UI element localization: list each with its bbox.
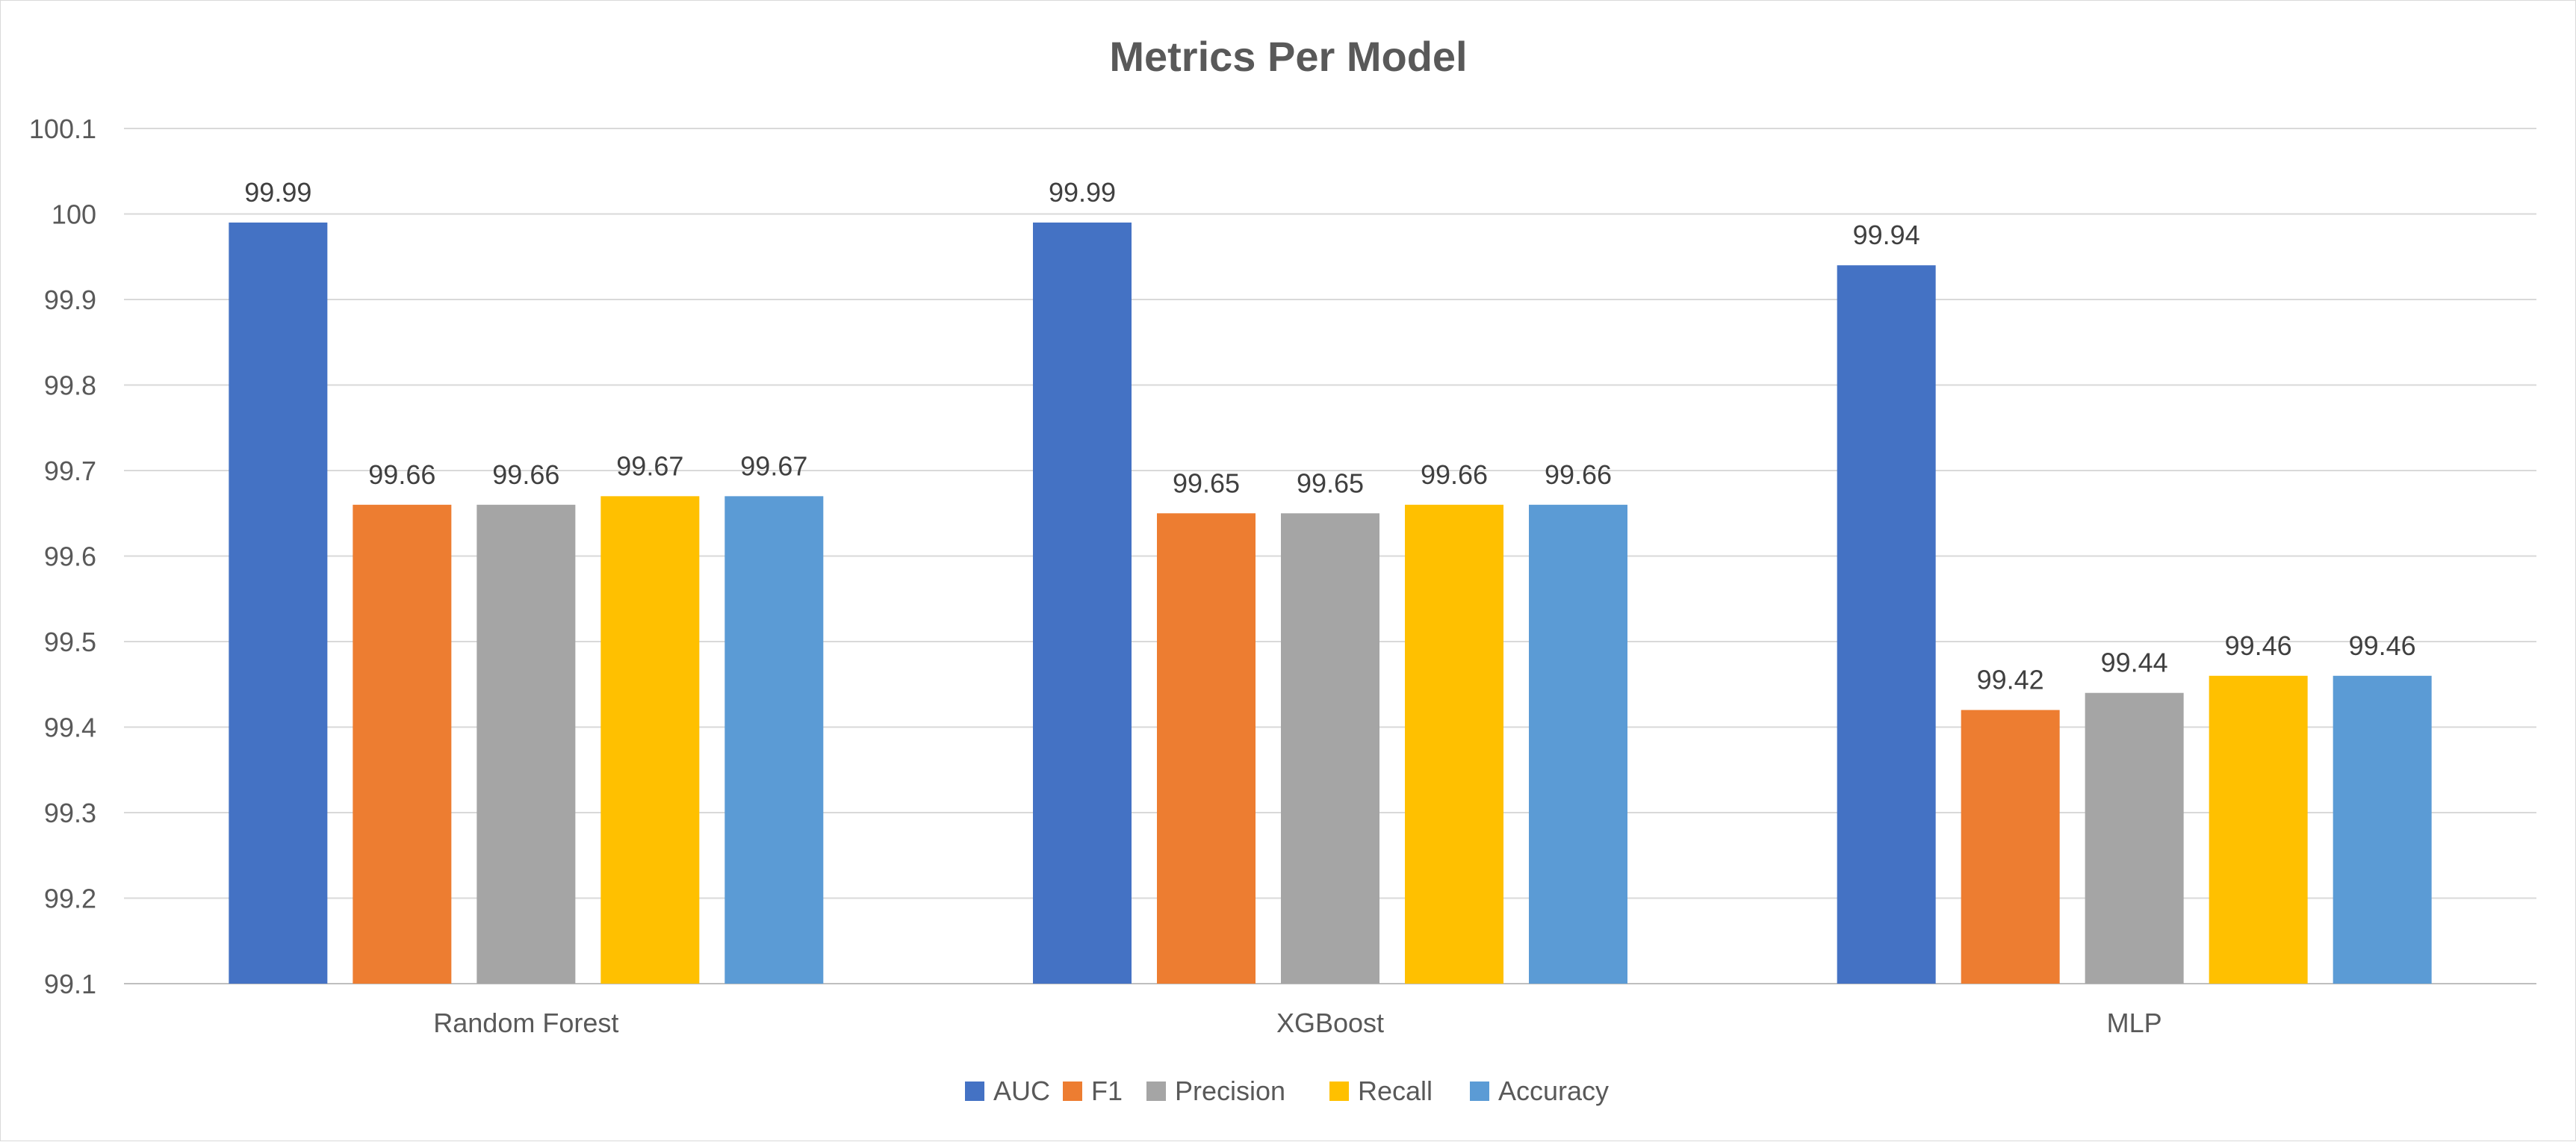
data-label: 99.66 [492, 459, 559, 490]
data-label: 99.94 [1853, 220, 1920, 250]
bar-recall [600, 496, 700, 984]
bar-accuracy [1529, 504, 1627, 984]
legend-swatch [1470, 1082, 1489, 1101]
x-category-label: MLP [2107, 1008, 2162, 1038]
data-label: 99.42 [1977, 665, 2044, 695]
data-label: 99.46 [2225, 630, 2292, 661]
legend-label: AUC [993, 1076, 1050, 1106]
y-tick-label: 99.9 [44, 285, 96, 315]
bar-recall [1405, 504, 1503, 984]
bar-precision [1281, 513, 1379, 984]
y-tick-label: 99.1 [44, 969, 96, 999]
chart-title: Metrics Per Model [1109, 33, 1467, 80]
y-tick-label: 99.5 [44, 627, 96, 657]
y-tick-label: 100.1 [29, 114, 96, 144]
bar-auc [1033, 222, 1132, 984]
data-label: 99.99 [244, 177, 311, 208]
legend-label: Accuracy [1498, 1076, 1609, 1106]
bars [229, 222, 2432, 984]
data-label: 99.66 [1421, 459, 1488, 490]
data-label: 99.99 [1049, 177, 1116, 208]
legend-swatch [1063, 1082, 1082, 1101]
bar-f1 [1157, 513, 1256, 984]
bar-f1 [353, 504, 452, 984]
y-axis-ticks: 99.1 99.2 99.3 99.4 99.5 99.6 99.7 99.8 99.9 100 1… [29, 114, 96, 999]
data-label: 99.46 [2349, 630, 2416, 661]
x-category-label: Random Forest [433, 1008, 618, 1038]
data-label: 99.66 [1545, 459, 1612, 490]
legend: AUC F1 Precision Recall Accuracy [965, 1076, 1609, 1106]
bar-accuracy [724, 496, 824, 984]
x-axis-categories: Random Forest XGBoost MLP [433, 1008, 2161, 1038]
bar-f1 [1961, 710, 2060, 984]
data-label: 99.67 [740, 450, 807, 481]
bar-recall [2209, 675, 2308, 984]
y-tick-label: 99.7 [44, 456, 96, 486]
y-tick-label: 99.2 [44, 884, 96, 914]
bar-precision [2085, 692, 2184, 984]
y-tick-label: 99.4 [44, 713, 96, 743]
y-tick-label: 99.6 [44, 541, 96, 572]
data-label: 99.44 [2101, 648, 2168, 678]
bar-auc [229, 222, 328, 984]
data-label: 99.65 [1173, 468, 1240, 498]
x-category-label: XGBoost [1276, 1008, 1384, 1038]
legend-swatch [1146, 1082, 1166, 1101]
bar-auc [1837, 265, 1936, 984]
legend-label: Recall [1358, 1076, 1433, 1106]
bar-precision [477, 504, 576, 984]
y-tick-label: 100 [52, 199, 96, 230]
legend-swatch [1329, 1082, 1349, 1101]
legend-swatch [965, 1082, 984, 1101]
data-label: 99.65 [1297, 468, 1364, 498]
data-labels: 99.99 99.66 99.66 99.67 99.67 99.99 99.65 99.65… [244, 177, 2415, 695]
data-label: 99.67 [616, 450, 683, 481]
bar-accuracy [2333, 675, 2432, 984]
y-tick-label: 99.3 [44, 798, 96, 828]
y-tick-label: 99.8 [44, 370, 96, 401]
data-label: 99.66 [368, 459, 435, 490]
legend-label: F1 [1091, 1076, 1123, 1106]
legend-label: Precision [1175, 1076, 1285, 1106]
